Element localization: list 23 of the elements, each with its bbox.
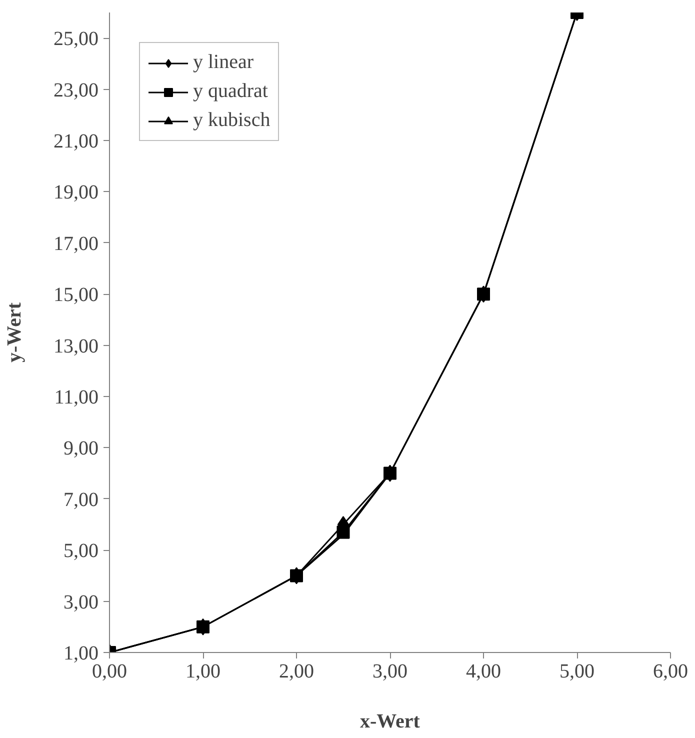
y-tick-label: 17,00 bbox=[54, 232, 98, 255]
y-axis-title: y-Wert bbox=[4, 302, 26, 362]
y-tick-label: 3,00 bbox=[64, 591, 98, 614]
y-tick-label: 19,00 bbox=[54, 182, 98, 204]
y-tick-label: 15,00 bbox=[54, 284, 98, 306]
y-tick-label: 5,00 bbox=[64, 540, 98, 562]
legend-label: y linear bbox=[193, 51, 254, 74]
x-tick-label: 2,00 bbox=[279, 660, 314, 682]
x-tick-label: 4,00 bbox=[466, 660, 501, 682]
legend-label: y quadrat bbox=[193, 80, 268, 103]
x-tick-label: 6,00 bbox=[653, 660, 688, 682]
x-axis-title: x-Wert bbox=[360, 710, 420, 732]
y-tick-label: 7,00 bbox=[64, 488, 98, 511]
legend-label: y kubisch bbox=[193, 109, 270, 132]
y-tick-label: 13,00 bbox=[54, 335, 98, 358]
x-tick-label: 3,00 bbox=[372, 660, 408, 682]
x-tick-label: 5,00 bbox=[560, 660, 594, 682]
y-tick-label: 9,00 bbox=[64, 438, 98, 460]
y-tick-label: 21,00 bbox=[54, 130, 98, 152]
y-tick-label: 11,00 bbox=[54, 386, 99, 408]
y-tick-label: 25,00 bbox=[54, 28, 98, 50]
x-tick-label: 1,00 bbox=[186, 660, 220, 682]
y-tick-label: 23,00 bbox=[54, 79, 98, 102]
